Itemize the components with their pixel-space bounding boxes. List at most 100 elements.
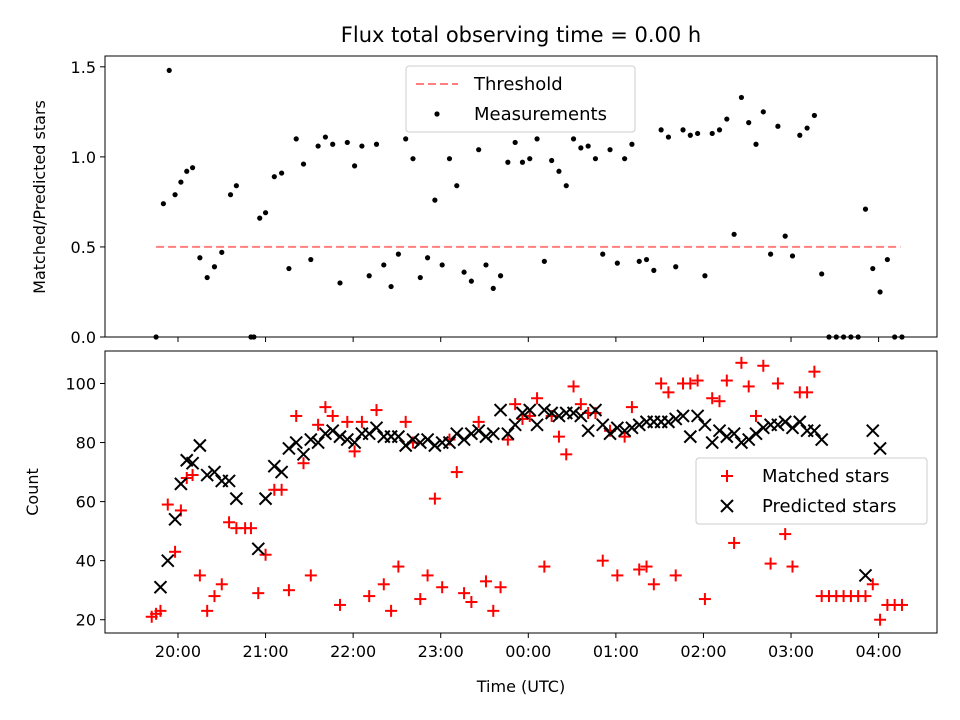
measurement-point	[687, 132, 693, 138]
predicted-point	[318, 426, 333, 441]
predicted-point-b	[406, 432, 420, 447]
predicted-point-b	[537, 403, 552, 417]
matched-point	[771, 377, 784, 390]
predicted-point	[168, 512, 182, 527]
predicted-point	[369, 421, 384, 435]
measurement-point	[344, 139, 350, 146]
predicted-point	[515, 406, 530, 420]
predicted-point	[661, 415, 676, 429]
predicted-point-b	[333, 429, 347, 444]
measurements-series	[153, 67, 905, 340]
measurement-point	[373, 141, 380, 147]
predicted-point	[200, 468, 214, 482]
matched-point	[341, 415, 354, 428]
measurement-point	[614, 260, 620, 266]
predicted-point	[501, 426, 515, 441]
predicted-point	[574, 409, 588, 423]
matched-point	[487, 604, 500, 617]
measurement-point	[527, 156, 533, 162]
predicted-point	[464, 426, 479, 441]
bottom-legend-box	[695, 457, 928, 525]
measurement-point	[359, 143, 365, 149]
measurement-point	[184, 168, 190, 174]
predicted-point-b	[289, 435, 303, 450]
x-tick-label: 03:00	[768, 642, 814, 661]
predicted-point	[873, 441, 887, 456]
measurement-point	[251, 334, 257, 340]
predicted-point	[274, 465, 289, 479]
predicted-point	[610, 421, 625, 435]
measurement-point	[600, 251, 606, 257]
matched-point	[647, 578, 660, 591]
predicted-point-b	[669, 412, 683, 426]
measurement-point	[811, 112, 817, 119]
top-y-tick-label: 1.0	[71, 148, 96, 167]
predicted-point-b	[552, 409, 566, 423]
measurement-point	[286, 265, 292, 272]
measurement-point	[870, 265, 876, 272]
measurement-point	[271, 174, 277, 180]
bottom-y-tick-label: 60	[76, 493, 96, 512]
predicted-point-b	[727, 426, 741, 441]
predicted-point-b	[391, 429, 406, 444]
predicted-point-b	[340, 432, 355, 447]
x-tick-label: 22:00	[330, 642, 376, 661]
legend-predicted-swatch	[720, 499, 734, 513]
top-axes: 0.0 0.5 1.0 1.5	[71, 55, 938, 347]
predicted-point-b	[464, 426, 479, 441]
predicted-point	[508, 418, 522, 432]
x-tick-label: 00:00	[505, 642, 551, 661]
matched-point	[348, 445, 361, 458]
legend-measurements-swatch	[434, 111, 440, 117]
predicted-point-b	[168, 512, 182, 527]
measurement-point	[366, 273, 372, 279]
predicted-point	[222, 474, 236, 488]
measurement-point	[855, 334, 861, 340]
matched-point	[552, 430, 565, 443]
predicted-point-b	[676, 409, 690, 423]
measurement-point	[738, 94, 745, 101]
predicted-point-b	[174, 477, 188, 491]
predicted-point	[340, 432, 355, 447]
measurement-point	[892, 334, 898, 340]
measurement-point	[848, 334, 854, 340]
measurement-point	[424, 255, 431, 261]
predicted-point-b	[347, 435, 362, 450]
measurement-point	[403, 136, 409, 142]
measurement-point	[468, 278, 474, 284]
predicted-point	[296, 447, 311, 462]
predicted-point	[347, 435, 362, 450]
matched-point	[326, 409, 339, 422]
predicted-point-b	[720, 429, 734, 444]
predicted-point	[690, 409, 705, 423]
matched-point	[154, 604, 167, 617]
predicted-point-b	[705, 435, 719, 450]
predicted-point-b	[318, 426, 333, 441]
matched-point	[275, 483, 288, 496]
predicted-point-b	[756, 421, 771, 435]
predicted-point-b	[428, 438, 442, 453]
predicted-point-b	[858, 568, 873, 583]
matched-point	[669, 569, 682, 582]
measurement-point	[563, 183, 569, 189]
top-axes-frame	[104, 55, 938, 338]
matched-point	[385, 604, 398, 617]
matched-point	[742, 380, 755, 393]
predicted-point	[523, 403, 537, 417]
predicted-point	[153, 580, 168, 594]
predicted-point-b	[712, 424, 727, 438]
matched-point	[625, 401, 638, 414]
predicted-point-b	[508, 418, 522, 432]
chart-title: Flux total observing time = 0.00 h	[341, 23, 701, 47]
predicted-point	[442, 435, 457, 450]
predicted-point-b	[530, 418, 544, 432]
predicted-point-b	[661, 415, 676, 429]
predicted-point	[734, 435, 749, 450]
predicted-point-b	[523, 403, 537, 417]
measurement-point	[819, 271, 825, 277]
measurement-point	[775, 123, 781, 129]
matched-point	[574, 398, 587, 411]
legend-matched-label: Matched stars	[762, 466, 889, 487]
predicted-point-b	[501, 426, 515, 441]
